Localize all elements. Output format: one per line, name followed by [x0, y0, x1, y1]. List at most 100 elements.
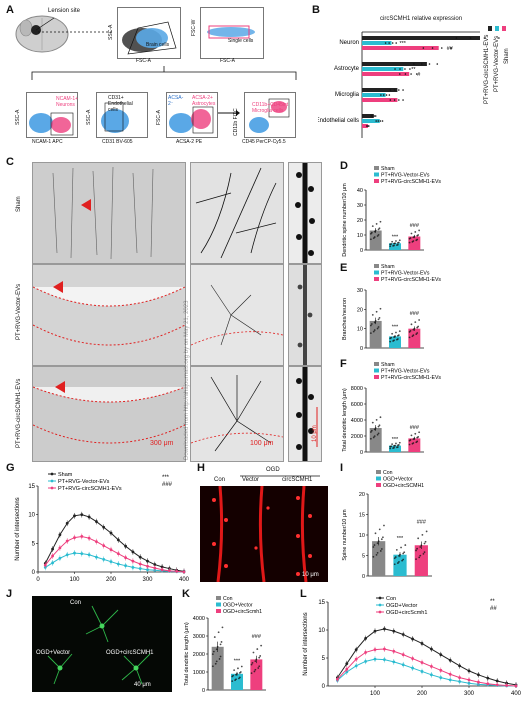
data-point: [240, 665, 243, 668]
flow-scatter-2: [207, 25, 255, 39]
data-point: [371, 225, 374, 228]
data-point: [415, 558, 417, 560]
bar-0: [369, 320, 382, 348]
series-line-0: [336, 628, 517, 686]
panel-label-e: E: [340, 262, 348, 274]
data-point: [394, 68, 396, 70]
circ-mid-texture: [191, 367, 283, 461]
data-point: [395, 442, 397, 445]
legend-swatch: [374, 277, 379, 281]
data-point: [396, 241, 399, 244]
h-circ-label: circSCMH1: [282, 477, 313, 483]
y-axis-label: Total dendritic length (μm): [342, 388, 348, 452]
data-point: [411, 240, 414, 243]
sham-high-texture: [289, 163, 321, 263]
data-point: [389, 89, 392, 91]
y-tick-label: 10: [318, 628, 325, 634]
data-point: [408, 439, 411, 442]
h-ogd-line: [240, 475, 320, 477]
data-point: [408, 336, 411, 339]
data-point: [231, 680, 234, 682]
data-point: [408, 237, 411, 240]
data-point: [401, 559, 404, 562]
data-point: [389, 337, 392, 340]
legend-marker: [378, 596, 382, 600]
bar-2: [362, 98, 398, 102]
legend-label: PT+RVG-circSCMH1-EVs: [381, 277, 441, 283]
data-point: [392, 340, 394, 342]
bar-1: [362, 67, 404, 71]
data-point: [408, 443, 411, 446]
legend-label: PT+RVG-circSCMH1-EVs: [58, 486, 122, 492]
data-point: [213, 636, 216, 638]
data-point: [416, 234, 419, 237]
data-point: [215, 660, 218, 663]
data-point: [396, 338, 398, 341]
x-tick-label: 300: [464, 691, 475, 697]
flow-plot-acsa: [166, 92, 218, 138]
data-point: [368, 125, 370, 127]
data-point: [377, 326, 380, 328]
data-point: [372, 237, 375, 240]
data-point: [372, 436, 375, 439]
ssc-axis-ncam: SSC-A: [15, 109, 21, 125]
data-point: [378, 528, 381, 531]
data-point: [211, 653, 214, 655]
sig-label: ***: [234, 658, 241, 664]
legend-swatch: [374, 368, 379, 373]
image-sham-low: [32, 162, 186, 264]
data-point: [372, 555, 375, 558]
y-tick-label: 0: [32, 570, 36, 576]
bar-1: [362, 41, 392, 45]
legend-swatch: [376, 483, 381, 487]
panel-label-c: C: [6, 156, 14, 168]
data-point: [419, 546, 422, 548]
data-point: [260, 644, 263, 647]
image-vector-high: [288, 264, 322, 366]
panel-label-k: K: [182, 588, 190, 600]
data-point: [237, 667, 239, 670]
data-point: [398, 73, 401, 75]
data-point: [396, 334, 399, 337]
image-circ-mid: [190, 366, 284, 462]
data-point: [377, 318, 380, 321]
x-tick-label: 0: [36, 577, 40, 583]
y-tick-label: 10: [359, 533, 365, 539]
legend-marker: [50, 472, 54, 476]
legend-swatch: [374, 270, 379, 275]
data-point: [258, 665, 261, 668]
series-line-2: [337, 648, 517, 687]
sig-label: #: [417, 72, 421, 78]
x-tick-label: 200: [417, 691, 428, 697]
data-point: [415, 549, 417, 552]
data-point: [234, 679, 236, 682]
sig-label: ***: [392, 235, 399, 241]
data-point: [257, 667, 260, 669]
fsc-axis-2: FSC-A: [220, 58, 235, 64]
legend-marker: [378, 603, 382, 607]
fsc-axis-1: FSC-A: [136, 58, 151, 64]
cd11b-gate: CD11b+CD45int Microglia cells: [252, 102, 289, 114]
h-scale: 10 μm: [302, 572, 319, 578]
cd31-axis: CD31 BV-605: [102, 139, 133, 145]
data-point: [218, 658, 221, 660]
x-tick-label: 400: [511, 691, 522, 697]
brain-cells-gate: Brain cells: [146, 42, 170, 48]
x-tick-label: 200: [106, 577, 117, 583]
data-point: [396, 446, 398, 449]
y-axis-label: Total dendritic length (μm): [184, 622, 190, 686]
panel-label-a: A: [6, 4, 14, 16]
data-point: [219, 643, 222, 646]
data-point: [395, 42, 398, 44]
data-point: [250, 663, 253, 666]
legend-label: PT+RVG-Vector-EVs: [58, 479, 110, 485]
sig-label: **: [411, 67, 416, 73]
legend-swatch: [216, 602, 221, 607]
circ-low-texture: [33, 367, 185, 461]
data-point: [372, 115, 374, 117]
bracket-connector: [31, 66, 297, 80]
data-point: [372, 330, 375, 333]
legend-label: PT+RVG-Vector-EVs: [381, 173, 430, 179]
data-point: [376, 542, 379, 545]
j-ogd-vector-label: OGD+Vector: [36, 650, 71, 656]
